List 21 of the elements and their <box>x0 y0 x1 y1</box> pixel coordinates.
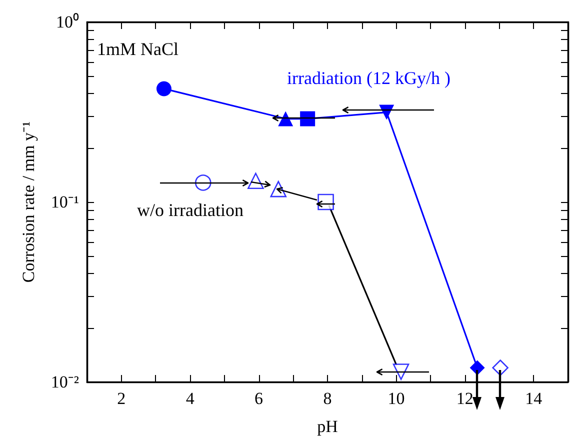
x-tick-label: 2 <box>117 389 126 408</box>
x-tick-label: 6 <box>254 389 264 408</box>
point <box>278 111 294 126</box>
y-tick-label: 10⁰ <box>56 12 79 32</box>
annotation: w/o irradiation <box>137 200 244 220</box>
x-tick-label: 8 <box>323 389 332 408</box>
y-axis-title: Corrosion rate / mm y⁻¹ <box>19 121 38 283</box>
x-tick-label: 4 <box>186 389 195 408</box>
x-axis-title: pH <box>317 417 338 436</box>
series-label: irradiation (12 kGy/h ) <box>287 68 450 88</box>
x-tick-label: 12 <box>456 389 474 408</box>
y-tick-label: 10⁻¹ <box>50 192 79 212</box>
y-tick-label: 10⁻² <box>50 372 79 392</box>
x-tick-label: 14 <box>525 389 543 408</box>
x-tick-label: 10 <box>388 389 405 408</box>
point <box>392 364 410 380</box>
point <box>470 360 485 376</box>
point <box>194 174 212 191</box>
point <box>300 111 316 126</box>
point <box>156 81 172 96</box>
annotation: 1mM NaCl <box>97 39 179 59</box>
